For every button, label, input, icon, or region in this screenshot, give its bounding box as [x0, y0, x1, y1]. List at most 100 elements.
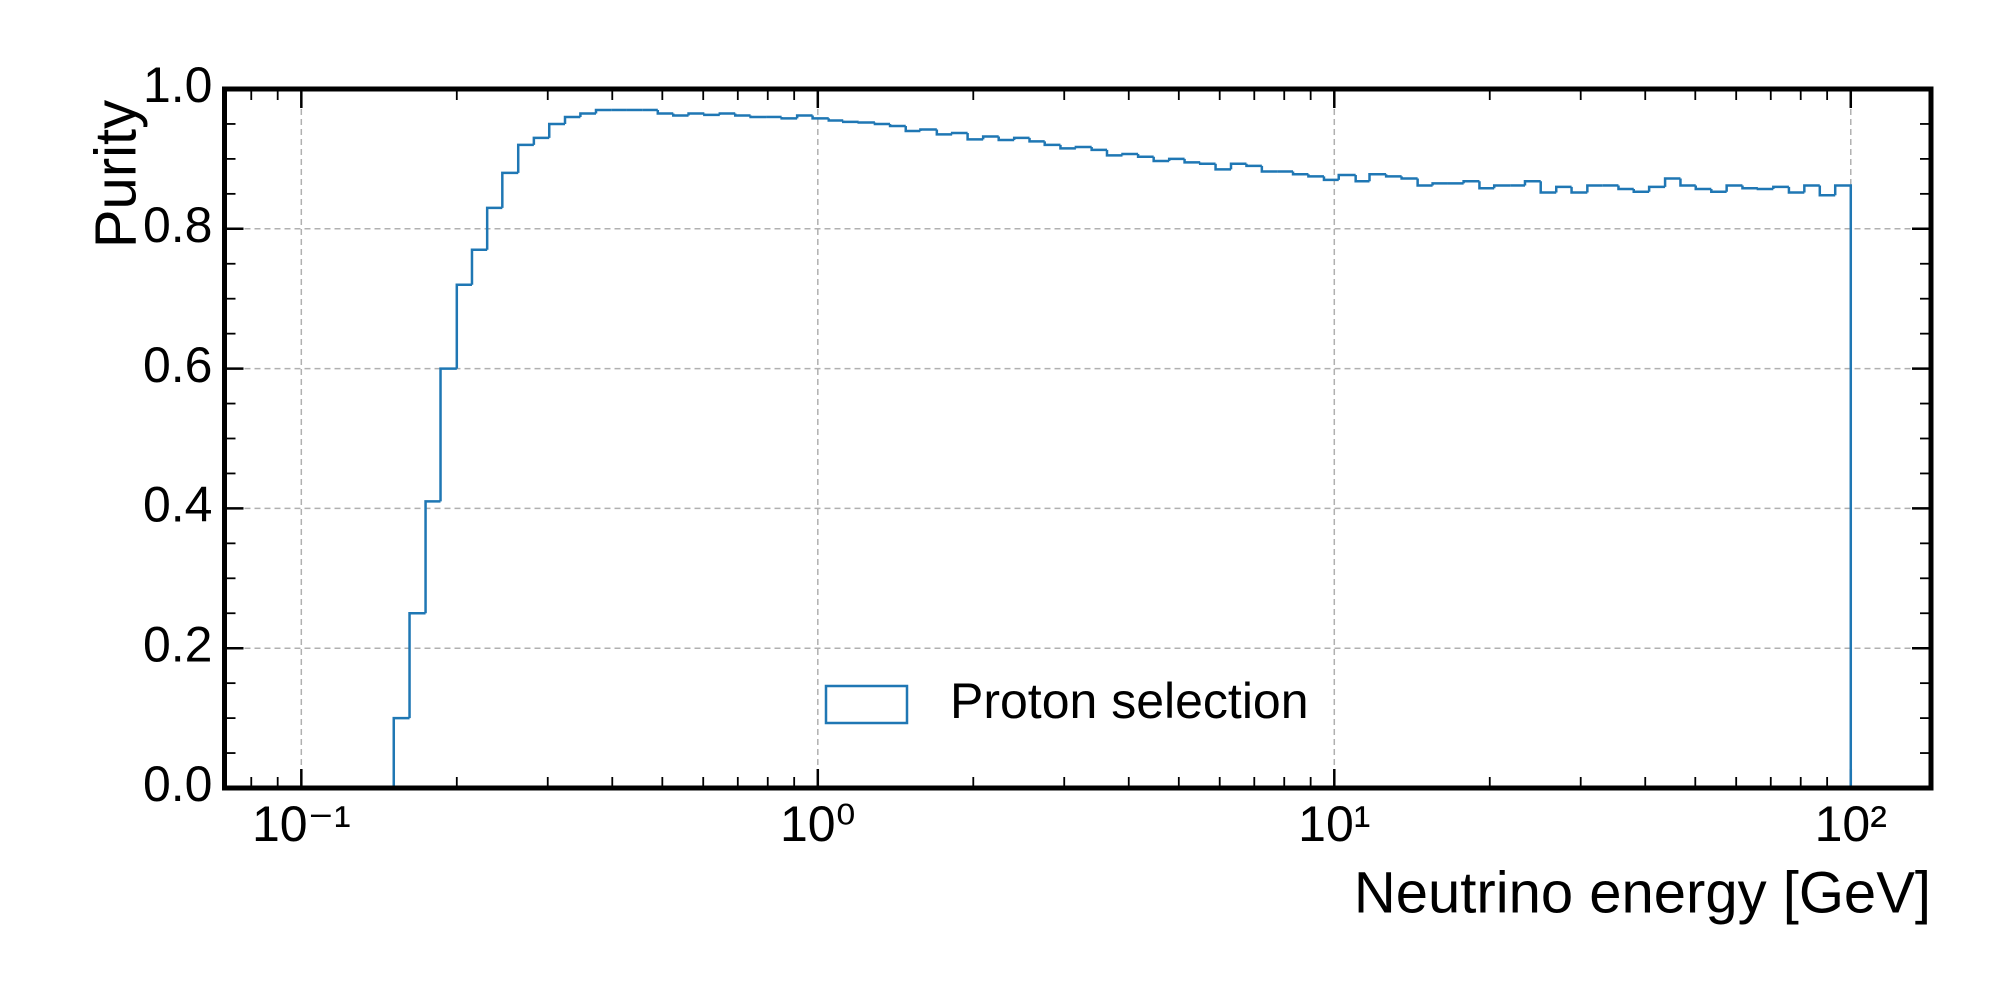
histogram-bin — [1291, 171, 1309, 176]
histogram-bin — [1368, 173, 1387, 182]
histogram-bin — [1012, 136, 1030, 141]
histogram-bin — [703, 113, 720, 117]
histogram-bin — [485, 206, 503, 250]
histogram-bin — [1152, 156, 1170, 163]
histogram-bin — [780, 116, 798, 120]
histogram-bin — [579, 112, 596, 117]
histogram-bin — [1028, 137, 1045, 143]
histogram-bin — [672, 113, 689, 117]
histogram-bin — [1555, 185, 1572, 193]
x-tick-label: 10¹ — [1298, 796, 1370, 852]
histogram-bin — [1059, 144, 1076, 150]
histogram-bin — [1198, 162, 1216, 166]
histogram-bin — [749, 115, 767, 119]
y-tick-label: 0.4 — [143, 477, 213, 533]
plot-frame — [222, 86, 1934, 791]
histogram-bin — [904, 126, 921, 133]
histogram-bin — [424, 500, 441, 614]
histogram-bin — [656, 109, 674, 115]
histogram-bin — [1400, 176, 1418, 180]
histogram-bin — [827, 118, 844, 122]
histogram-bin — [841, 120, 859, 124]
histogram-bin — [1663, 177, 1681, 187]
histogram-bin — [1462, 180, 1480, 184]
histogram-bin — [1384, 174, 1402, 178]
legend-label: Proton selection — [950, 673, 1309, 729]
histogram-bin — [1725, 184, 1743, 192]
histogram-bin — [594, 108, 612, 114]
x-tick-label: 10⁰ — [780, 796, 856, 852]
histogram-bin — [1322, 176, 1339, 182]
histogram-bin — [1679, 178, 1696, 187]
histogram-bin — [1229, 162, 1247, 170]
histogram-bin — [1539, 181, 1557, 194]
histogram-bin — [1354, 174, 1370, 183]
histogram-bin — [1478, 181, 1495, 190]
histogram-bin — [811, 115, 829, 120]
histogram-bin — [1121, 152, 1139, 156]
histogram-bin — [1787, 186, 1805, 194]
histogram-bin — [1043, 141, 1061, 147]
histogram-bin — [1756, 187, 1774, 191]
histogram-bin — [1167, 157, 1185, 161]
histogram-bin — [1647, 185, 1666, 192]
histogram-bin — [1818, 185, 1836, 197]
histogram-bin — [966, 133, 984, 141]
histogram-bin — [516, 143, 534, 173]
histogram-bin — [1570, 186, 1588, 194]
histogram-bin — [1833, 184, 1853, 788]
histogram-bin — [1260, 165, 1278, 173]
histogram-bin — [733, 113, 751, 117]
histogram-bin — [1245, 163, 1262, 168]
histogram-bin — [950, 131, 968, 135]
y-tick-label: 0.8 — [143, 197, 213, 253]
histogram-bin — [1337, 173, 1356, 180]
histogram-bin — [919, 128, 937, 131]
histogram-bin — [1772, 185, 1789, 189]
histogram-bin — [935, 129, 953, 136]
histogram-bin — [1416, 178, 1433, 187]
x-tick-label: 10² — [1815, 796, 1887, 852]
histogram-bin — [1492, 184, 1511, 189]
histogram-bin — [1617, 185, 1634, 191]
histogram-bin — [1136, 154, 1154, 159]
y-tick-label: 0.2 — [143, 616, 213, 672]
x-axis-label: Neutrino energy [GeV] — [1354, 860, 1931, 925]
histogram-bin — [392, 716, 410, 788]
histogram-bin — [1074, 145, 1092, 149]
y-tick-label: 1.0 — [143, 57, 213, 113]
histogram-bin — [547, 122, 566, 138]
histogram-bin — [532, 136, 550, 145]
histogram-bin — [1741, 185, 1758, 190]
histogram-bin — [1523, 180, 1541, 186]
histogram-bin — [795, 114, 813, 119]
histogram-bin — [981, 135, 999, 140]
histogram-bin — [1586, 184, 1603, 193]
histogram-bin — [997, 136, 1015, 142]
histogram-bin — [1431, 182, 1448, 186]
y-axis-label: Purity — [83, 100, 148, 248]
histogram-bin — [1694, 185, 1712, 191]
histogram-bin — [455, 283, 472, 369]
histogram-bin — [408, 612, 426, 719]
histogram-bin — [857, 121, 875, 124]
histogram-bin — [1214, 163, 1232, 171]
histogram-bin — [718, 112, 736, 115]
histogram-bin — [501, 171, 519, 208]
histogram-bin — [1307, 174, 1324, 178]
histogram-bin — [563, 115, 581, 124]
histogram-bin — [687, 112, 705, 116]
histogram-bin — [1632, 188, 1650, 194]
histogram-bin — [439, 367, 457, 502]
y-tick-label: 0.6 — [143, 337, 213, 393]
histogram-bin — [1803, 184, 1820, 193]
histogram-bin — [1183, 158, 1201, 164]
histogram-bin — [873, 122, 891, 126]
histogram-bin — [888, 123, 906, 128]
histogram-bin — [1090, 147, 1107, 152]
y-tick-label: 0.0 — [143, 756, 213, 812]
histogram-bin — [470, 248, 488, 285]
x-tick-label: 10⁻¹ — [252, 796, 351, 852]
legend-swatch — [824, 684, 909, 725]
